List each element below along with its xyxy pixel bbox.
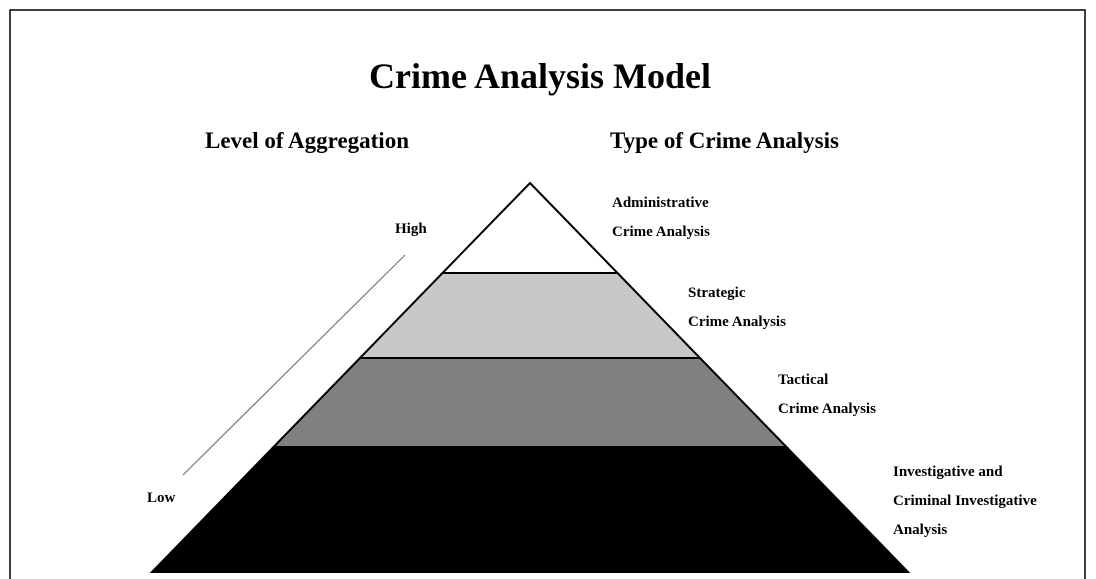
- level-label: Analysis: [893, 522, 947, 538]
- level-label: Tactical: [778, 372, 828, 388]
- level-label: Crime Analysis: [612, 224, 710, 240]
- scale-high: High: [395, 221, 427, 237]
- level-label: Criminal Investigative: [893, 493, 1037, 509]
- frame: [9, 9, 1086, 579]
- scale-low: Low: [147, 490, 176, 506]
- level-label: Strategic: [688, 285, 746, 301]
- level-1: [440, 181, 620, 274]
- left-heading: Level of Aggregation: [205, 128, 409, 153]
- level-label: Crime Analysis: [688, 314, 786, 330]
- level-3: [271, 357, 789, 448]
- scale-line: [182, 254, 406, 476]
- level-label: Administrative: [612, 195, 709, 211]
- level-label: Crime Analysis: [778, 401, 876, 417]
- level-labels: Administrative Crime Analysis Strategic Cri…: [612, 195, 1037, 538]
- level-label: Investigative and: [893, 464, 1003, 480]
- level-2: [357, 272, 703, 359]
- title: Crime Analysis Model: [369, 56, 711, 96]
- right-heading: Type of Crime Analysis: [610, 128, 839, 153]
- level-4: [149, 446, 911, 573]
